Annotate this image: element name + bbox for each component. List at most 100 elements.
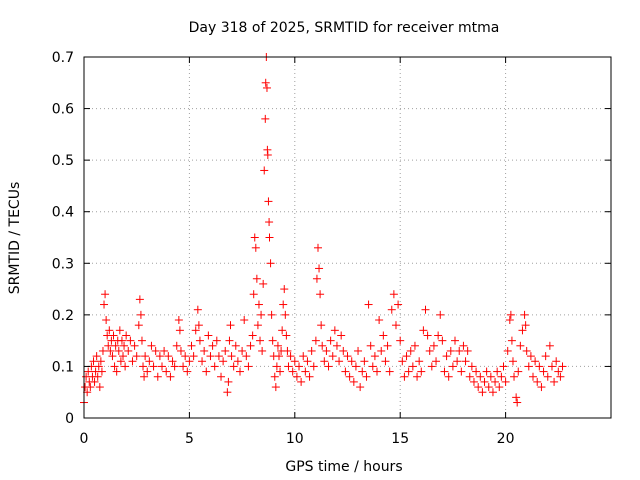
- data-point: [360, 357, 369, 366]
- data-point: [295, 362, 304, 371]
- data-point: [280, 285, 289, 294]
- data-point: [166, 372, 175, 381]
- data-point: [89, 357, 98, 366]
- data-point: [235, 367, 244, 376]
- data-point: [541, 352, 550, 361]
- data-point: [358, 367, 367, 376]
- data-point: [377, 346, 386, 355]
- data-point: [506, 310, 515, 319]
- data-point: [194, 321, 203, 330]
- data-point: [354, 346, 363, 355]
- data-point: [135, 295, 144, 304]
- data-point: [385, 367, 394, 376]
- data-point: [499, 362, 508, 371]
- data-point: [347, 357, 356, 366]
- x-tick-label: 20: [497, 431, 515, 447]
- data-point: [250, 233, 259, 242]
- data-point: [90, 377, 99, 386]
- data-point: [552, 357, 561, 366]
- data-point: [351, 362, 360, 371]
- data-point: [524, 362, 533, 371]
- data-point: [345, 372, 354, 381]
- data-point: [556, 372, 565, 381]
- data-point: [221, 346, 230, 355]
- data-point: [463, 346, 472, 355]
- data-point: [457, 367, 466, 376]
- data-point: [465, 372, 474, 381]
- data-point: [162, 367, 171, 376]
- data-point: [326, 336, 335, 345]
- data-point: [472, 367, 481, 376]
- data-point: [307, 346, 316, 355]
- data-point: [226, 321, 235, 330]
- data-point: [276, 367, 285, 376]
- data-point: [391, 321, 400, 330]
- data-point: [432, 357, 441, 366]
- data-point: [210, 362, 219, 371]
- data-point: [109, 331, 118, 340]
- data-point: [139, 362, 148, 371]
- data-point: [147, 341, 156, 350]
- data-point: [270, 372, 279, 381]
- data-point: [244, 362, 253, 371]
- data-point: [415, 357, 424, 366]
- data-point: [179, 362, 188, 371]
- data-point: [284, 362, 293, 371]
- data-point: [121, 362, 130, 371]
- data-point: [141, 352, 150, 361]
- data-point: [535, 362, 544, 371]
- data-point: [223, 388, 232, 397]
- data-point: [176, 346, 185, 355]
- data-point: [373, 367, 382, 376]
- data-point: [292, 372, 301, 381]
- data-point: [425, 346, 434, 355]
- data-point: [455, 346, 464, 355]
- y-tick-label: 0.4: [52, 205, 74, 221]
- data-point: [482, 367, 491, 376]
- data-point: [116, 357, 125, 366]
- data-point: [229, 362, 238, 371]
- data-point: [264, 197, 273, 206]
- data-point: [398, 357, 407, 366]
- data-point: [451, 336, 460, 345]
- data-point: [286, 352, 295, 361]
- data-point: [423, 331, 432, 340]
- data-point: [484, 383, 493, 392]
- data-point: [136, 310, 145, 319]
- data-point: [305, 372, 314, 381]
- data-point: [529, 372, 538, 381]
- data-point: [453, 357, 462, 366]
- data-point: [312, 274, 321, 283]
- data-point: [164, 352, 173, 361]
- data-point: [256, 336, 265, 345]
- data-point: [368, 362, 377, 371]
- data-point: [259, 279, 268, 288]
- data-point: [444, 372, 453, 381]
- data-point: [311, 336, 320, 345]
- data-point: [160, 346, 169, 355]
- data-point: [124, 346, 133, 355]
- data-point: [101, 290, 110, 299]
- data-point: [168, 357, 177, 366]
- data-point: [98, 346, 107, 355]
- data-point: [324, 362, 333, 371]
- data-point: [104, 341, 113, 350]
- data-point: [510, 372, 519, 381]
- data-point: [86, 383, 95, 392]
- data-point: [111, 341, 120, 350]
- data-point: [341, 367, 350, 376]
- data-point: [115, 326, 124, 335]
- x-tick-label: 0: [80, 431, 89, 447]
- data-point: [122, 331, 131, 340]
- data-point: [396, 336, 405, 345]
- data-point: [252, 274, 261, 283]
- data-point: [191, 326, 200, 335]
- data-point: [547, 362, 556, 371]
- data-point: [219, 357, 228, 366]
- data-point: [274, 352, 283, 361]
- data-point: [436, 310, 445, 319]
- data-point: [257, 310, 266, 319]
- data-point: [174, 316, 183, 325]
- data-point: [410, 341, 419, 350]
